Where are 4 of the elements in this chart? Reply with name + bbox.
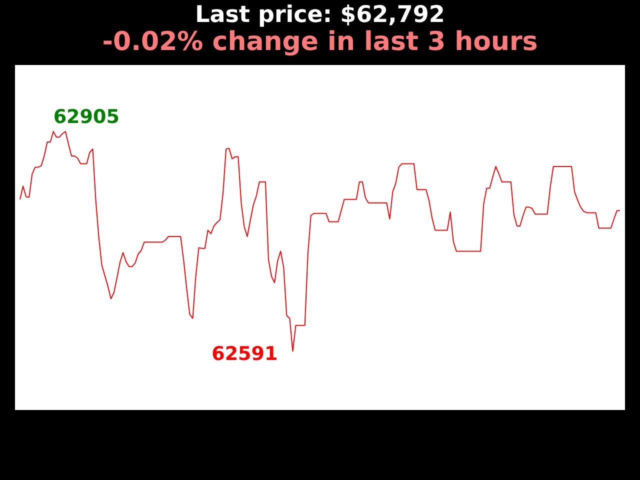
data-label: 62905: [53, 106, 120, 128]
data-label: 62591: [212, 343, 278, 366]
chart-title: Last price: $62,792: [194, 2, 446, 28]
chart-subtitle: -0.02% change in last 3 hours: [101, 27, 539, 57]
